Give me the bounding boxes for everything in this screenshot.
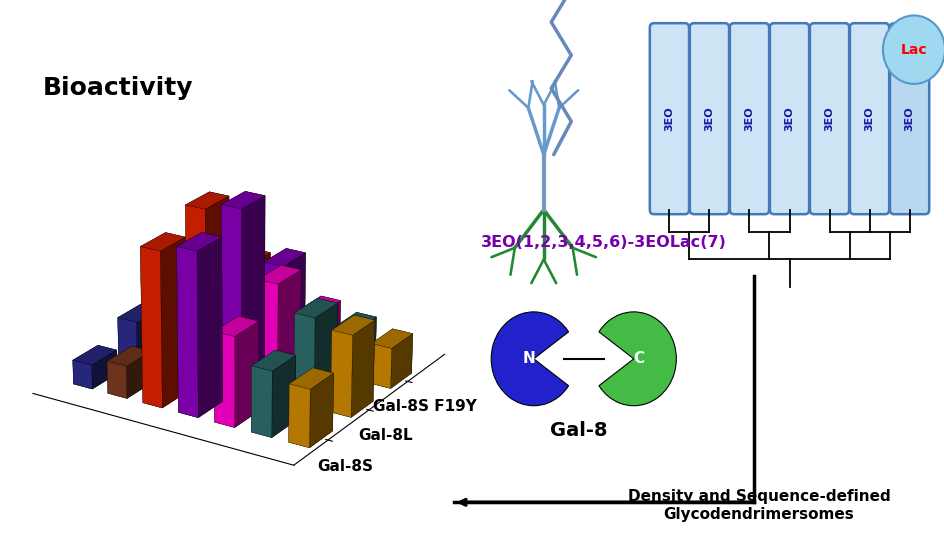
Text: Lac: Lac [901,43,927,57]
FancyBboxPatch shape [690,23,729,214]
FancyBboxPatch shape [850,23,889,214]
Text: Density and Sequence-defined
Glycodendrimersomes: Density and Sequence-defined Glycodendri… [628,489,890,522]
FancyBboxPatch shape [730,23,769,214]
Text: 3EO: 3EO [704,107,715,131]
Text: 3EO: 3EO [904,107,915,131]
Text: 3EO: 3EO [665,107,674,131]
FancyBboxPatch shape [890,23,929,214]
Text: 3EO: 3EO [745,107,754,131]
Wedge shape [598,312,676,406]
Text: 3EO: 3EO [784,107,795,131]
Text: 3EO: 3EO [824,107,834,131]
Title: Bioactivity: Bioactivity [42,77,194,100]
FancyBboxPatch shape [810,23,850,214]
Text: C: C [633,351,645,367]
Circle shape [883,15,944,84]
Text: 3EO(1,2,3,4,5,6)-3EOLac(7): 3EO(1,2,3,4,5,6)-3EOLac(7) [480,235,727,251]
Text: 3EO: 3EO [865,107,874,131]
Text: Gal-8: Gal-8 [550,421,608,440]
Wedge shape [491,312,568,406]
FancyBboxPatch shape [649,23,689,214]
FancyBboxPatch shape [770,23,809,214]
Text: N: N [522,351,535,367]
